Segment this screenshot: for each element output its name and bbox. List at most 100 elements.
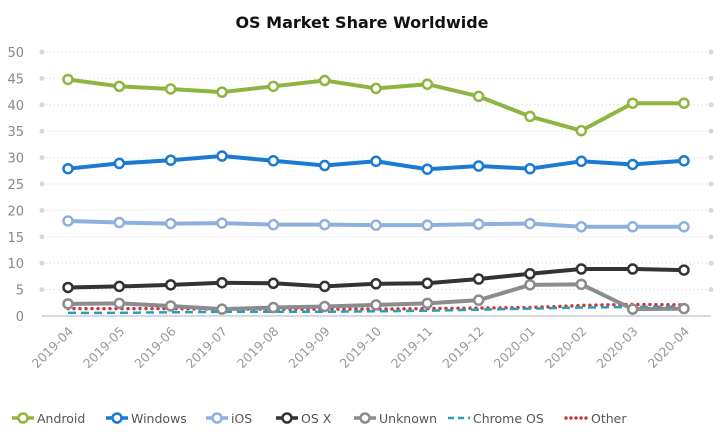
data-point: [472, 273, 485, 285]
data-point: [626, 303, 639, 315]
data-point: [164, 279, 177, 291]
data-point: [421, 78, 434, 90]
legend-marker: [111, 412, 123, 424]
data-point: [318, 159, 331, 172]
grid-dot: [39, 49, 45, 55]
y-tick-label: 40: [7, 99, 24, 114]
x-tick-label: 2020-02: [542, 324, 590, 372]
data-point: [267, 80, 280, 93]
y-tick-label: 20: [7, 204, 24, 219]
data-point: [421, 297, 434, 310]
chart-title: OS Market Share Worldwide: [235, 13, 488, 32]
series-line: [68, 305, 685, 315]
data-point: [678, 221, 690, 233]
data-point: [626, 263, 639, 275]
grid-dot: [708, 75, 714, 81]
y-tick-label: 50: [7, 46, 24, 61]
y-tick-label: 30: [7, 152, 24, 167]
legend-item-ios[interactable]: iOS: [206, 411, 252, 426]
legend-label: Android: [37, 411, 85, 426]
data-point: [216, 86, 228, 98]
series-chrome-os: [68, 305, 685, 315]
y-tick-label: 15: [7, 231, 24, 246]
legend-item-os-x[interactable]: OS X: [276, 411, 332, 426]
data-point: [62, 215, 74, 227]
data-point: [370, 299, 382, 311]
data-point: [472, 90, 485, 103]
legend-item-other[interactable]: Other: [564, 411, 627, 426]
y-tick-label: 25: [7, 178, 24, 193]
data-point: [370, 82, 382, 95]
x-tick-label: 2020-04: [645, 323, 693, 371]
legend-label: Other: [591, 411, 627, 426]
x-tick-label: 2019-10: [337, 323, 385, 371]
data-point: [370, 155, 382, 168]
grid-dot: [39, 207, 45, 213]
x-tick-label: 2019-07: [183, 324, 231, 372]
legend-item-windows[interactable]: Windows: [106, 411, 187, 426]
data-point: [113, 157, 126, 170]
data-point: [113, 80, 126, 93]
y-tick-label: 45: [7, 72, 24, 87]
data-point: [164, 154, 177, 166]
grid-dot: [708, 49, 714, 55]
x-tick-label: 2019-11: [388, 324, 436, 372]
y-tick-label: 5: [16, 284, 24, 299]
grid-dot: [39, 102, 45, 108]
data-point: [421, 163, 434, 175]
legend-marker: [281, 412, 293, 424]
grid-dot: [39, 234, 45, 240]
data-point: [626, 221, 639, 233]
data-point: [216, 217, 228, 229]
grid-dot: [39, 128, 45, 134]
grid-dot: [708, 260, 714, 266]
legend-label: OS X: [301, 411, 332, 426]
data-point: [318, 300, 331, 313]
data-point: [678, 264, 690, 276]
data-point: [62, 298, 74, 310]
x-tick-label: 2019-05: [80, 324, 128, 372]
data-point: [626, 158, 639, 171]
data-point: [267, 277, 280, 290]
data-point: [524, 268, 536, 280]
legend-item-chrome-os[interactable]: Chrome OS: [448, 411, 544, 426]
y-tick-label: 35: [7, 125, 24, 140]
x-tick-label: 2020-03: [593, 324, 641, 372]
grid-dot: [39, 155, 45, 161]
grid-dot: [708, 128, 714, 134]
data-point: [524, 279, 536, 291]
legend-label: Windows: [131, 411, 187, 426]
data-point: [370, 219, 382, 231]
data-point: [421, 219, 434, 231]
series-windows: [62, 150, 690, 175]
legend-item-unknown[interactable]: Unknown: [354, 411, 437, 426]
legend-label: iOS: [231, 411, 252, 426]
legend-item-android[interactable]: Android: [12, 411, 85, 426]
grid-dot: [708, 234, 714, 240]
data-point: [113, 280, 126, 293]
data-point: [575, 278, 588, 291]
data-point: [575, 221, 588, 233]
grid-dot: [708, 181, 714, 187]
series-ios: [62, 215, 690, 233]
x-tick-label: 2019-09: [285, 323, 333, 371]
data-point: [524, 110, 536, 123]
legend-marker: [359, 412, 371, 424]
series-os-x: [62, 263, 690, 294]
data-point: [267, 218, 280, 231]
data-point: [267, 155, 280, 167]
data-point: [678, 155, 690, 167]
x-tick-label: 2019-12: [439, 324, 487, 372]
data-point: [113, 297, 126, 310]
data-point: [216, 150, 228, 162]
data-point: [421, 277, 434, 290]
data-point: [318, 280, 331, 293]
grid-dot: [708, 155, 714, 161]
legend-marker: [17, 412, 29, 424]
x-tick-label: 2020-01: [491, 324, 539, 372]
data-point: [575, 124, 588, 137]
data-point: [62, 281, 74, 294]
series-android: [62, 73, 690, 137]
